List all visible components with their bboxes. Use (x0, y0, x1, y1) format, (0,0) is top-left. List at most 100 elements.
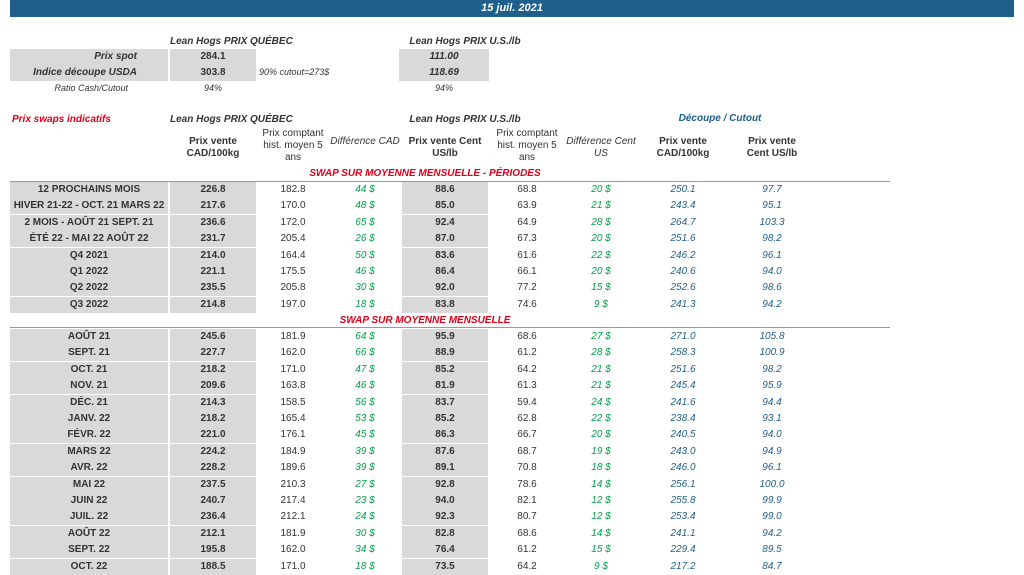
swap-title: Prix swaps indicatifs (12, 114, 111, 125)
us-hist: 68.7 (517, 445, 537, 457)
swap-us-title: Lean Hogs PRIX U.S./lb (409, 114, 521, 125)
cutout-us: 95.9 (762, 380, 782, 392)
us-sale: 85.2 (402, 411, 488, 427)
period-label: OCT. 22 (10, 558, 168, 575)
period-label: AOÛT 22 (10, 525, 168, 542)
us-sale: 76.4 (402, 542, 488, 559)
qc-hist: 176.1 (280, 429, 306, 441)
qc-sale: 188.5 (170, 558, 256, 575)
us-hist: 66.7 (517, 429, 537, 441)
qc-diff: 64 $ (355, 331, 375, 342)
divider-2 (10, 327, 890, 328)
usda-label: Indice découpe USDA (33, 67, 137, 78)
us-sale: 83.6 (402, 247, 488, 264)
section-monthly: SWAP SUR MOYENNE MENSUELLE (339, 315, 511, 326)
qc-hist: 184.9 (280, 445, 306, 457)
col-h4: Prix vente Cent US/lb (408, 136, 482, 159)
qc-diff: 65 $ (355, 216, 375, 228)
period-label: FÉVR. 22 (10, 427, 168, 444)
qc-hist: 171.0 (280, 560, 306, 572)
us-hist: 59.4 (517, 396, 537, 408)
us-sale: 82.8 (402, 525, 488, 542)
us-diff: 15 $ (591, 282, 611, 294)
col-h3: Différence CAD (330, 136, 400, 147)
spot-label: Prix spot (94, 51, 137, 62)
date-banner: 15 juil. 2021 (10, 0, 1014, 17)
us-sale: 85.2 (402, 361, 488, 378)
qc-hist: 164.4 (280, 249, 306, 261)
spot-us: 111.00 (429, 51, 459, 62)
qc-hist: 162.0 (280, 544, 306, 556)
cutout-cad: 256.1 (670, 478, 696, 490)
period-label: SEPT. 22 (10, 542, 168, 559)
qc-sale: 240.7 (170, 493, 256, 509)
col-h1: Prix vente CAD/100kg (186, 136, 240, 159)
qc-sale: 228.2 (170, 460, 256, 477)
cutout-cad: 264.7 (670, 216, 696, 228)
period-label: JUIL. 22 (10, 509, 168, 526)
qc-hist: 171.0 (280, 363, 306, 375)
ratio-qc: 94% (203, 83, 222, 93)
spot-qc: 284.1 (200, 51, 226, 62)
cutout-cad: 253.4 (670, 511, 696, 523)
col-h8: Prix vente Cent US/lb (746, 136, 798, 159)
us-diff: 20 $ (591, 266, 611, 277)
qc-hist: 182.8 (280, 184, 306, 195)
qc-sale: 245.6 (170, 329, 256, 345)
col-h6: Différence Cent US (566, 136, 636, 159)
qc-sale: 209.6 (170, 378, 256, 395)
top-qc-bg (170, 49, 256, 81)
us-sale: 88.9 (402, 345, 488, 362)
period-label: 2 MOIS - AOÛT 21 SEPT. 21 (10, 214, 168, 231)
col-h2: Prix comptant hist. moyen 5 ans (262, 128, 324, 163)
qc-sale: 236.4 (170, 509, 256, 526)
us-diff: 28 $ (591, 216, 611, 228)
us-hist: 77.2 (517, 282, 537, 294)
us-hist: 61.2 (517, 347, 537, 359)
qc-sale: 237.5 (170, 476, 256, 493)
us-hist: 64.9 (517, 216, 537, 228)
section-periods: SWAP SUR MOYENNE MENSUELLE - PÉRIODES (309, 168, 541, 179)
ratio-label: Ratio Cash/Cutout (54, 83, 128, 93)
cutout-cad: 229.4 (670, 544, 696, 556)
us-sale: 81.9 (402, 378, 488, 395)
us-diff: 20 $ (591, 184, 611, 195)
cutout-us: 94.4 (762, 396, 782, 408)
us-diff: 12 $ (591, 495, 611, 506)
qc-diff: 45 $ (355, 429, 375, 441)
cutout-us: 103.3 (759, 216, 785, 228)
cutout-us: 89.5 (762, 544, 782, 556)
cutout-us: 99.0 (762, 511, 782, 523)
qc-sale: 214.8 (170, 296, 256, 313)
qc-diff: 66 $ (355, 347, 375, 359)
period-label: AVR. 22 (10, 460, 168, 477)
us-diff: 20 $ (591, 233, 611, 245)
us-hist: 67.3 (517, 233, 537, 245)
us-hist: 61.3 (517, 380, 537, 392)
qc-sale: 236.6 (170, 214, 256, 231)
qc-sale: 217.6 (170, 198, 256, 215)
us-hist: 68.6 (517, 527, 537, 539)
qc-hist: 163.8 (280, 380, 306, 392)
cutout-us: 96.1 (762, 249, 782, 261)
qc-hist: 181.9 (280, 527, 306, 539)
qc-hist: 210.3 (280, 478, 306, 490)
us-diff: 28 $ (591, 347, 611, 359)
qc-sale: 221.0 (170, 427, 256, 444)
usda-note: 90% cutout=273$ (259, 67, 330, 77)
cutout-cad: 243.4 (670, 200, 696, 212)
qc-diff: 30 $ (355, 282, 375, 294)
us-sale: 83.7 (402, 394, 488, 411)
period-label: 12 PROCHAINS MOIS (10, 182, 168, 198)
col-h7: Prix vente CAD/100kg (656, 136, 710, 159)
qc-hist: 189.6 (280, 462, 306, 474)
qc-sale: 231.7 (170, 231, 256, 248)
us-hist: 63.9 (517, 200, 537, 212)
qc-hist: 162.0 (280, 347, 306, 359)
qc-diff: 47 $ (355, 363, 375, 375)
qc-diff: 44 $ (355, 184, 375, 195)
qc-sale: 235.5 (170, 280, 256, 297)
qc-sale: 221.1 (170, 264, 256, 280)
cutout-us: 105.8 (759, 331, 785, 342)
qc-hist: 158.5 (280, 396, 306, 408)
